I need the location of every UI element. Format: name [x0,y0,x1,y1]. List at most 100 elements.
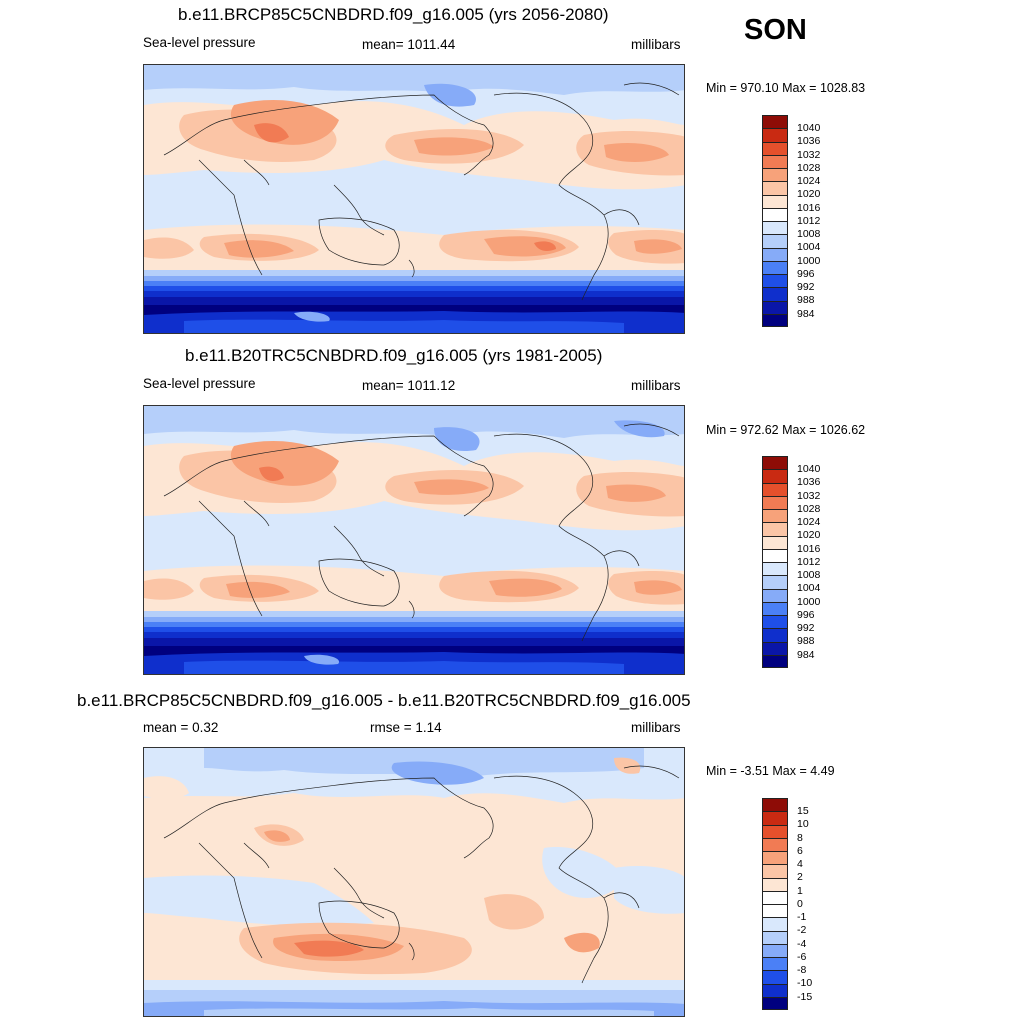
units-label: millibars [631,378,681,393]
colorbar-swatch [762,930,788,944]
colorbar-label: -4 [797,938,807,950]
colorbar-label: 992 [797,281,815,293]
panel-title: b.e11.B20TRC5CNBDRD.f09_g16.005 (yrs 198… [185,346,603,365]
colorbar-label: -2 [797,924,807,936]
colorbar-label: 1008 [797,228,821,240]
colorbar-swatch [762,654,788,668]
colorbar-label: 4 [797,858,803,870]
colorbar-label: 8 [797,832,803,844]
colorbar-swatch [762,287,788,301]
colorbar-swatch [762,811,788,825]
colorbar-label: 1020 [797,188,821,200]
map-sea-level-pressure-difference [143,747,685,1017]
colorbar-swatch [762,469,788,483]
colorbar-label: 1032 [797,490,821,502]
colorbar-swatch [762,194,788,208]
colorbar-label: -6 [797,951,807,963]
colorbar-label: -10 [797,977,813,989]
colorbar-label: -8 [797,964,807,976]
colorbar-swatch [762,247,788,261]
colorbar-swatch [762,641,788,655]
colorbar-swatch [762,615,788,629]
map-sea-level-pressure-historical [143,405,685,675]
units-label: millibars [631,720,681,735]
colorbar-label: 2 [797,871,803,883]
colorbar-label: 1012 [797,556,821,568]
colorbar-swatch [762,917,788,931]
colorbar-swatch [762,575,788,589]
map-sea-level-pressure-future [143,64,685,334]
colorbar-swatch [762,234,788,248]
colorbar-swatch [762,141,788,155]
colorbar-swatch [762,115,788,129]
colorbar-label: 1040 [797,463,821,475]
colorbar-label: 1008 [797,569,821,581]
colorbar-label: 0 [797,898,803,910]
mean-label: mean= 1011.12 [362,378,456,393]
colorbar-label: 996 [797,268,815,280]
colorbar-label: 984 [797,308,815,320]
variable-label: Sea-level pressure [143,376,256,391]
colorbar-label: 984 [797,649,815,661]
panel-title: b.e11.BRCP85C5CNBDRD.f09_g16.005 (yrs 20… [178,5,609,24]
colorbar-label: 1036 [797,476,821,488]
colorbar-label: 996 [797,609,815,621]
colorbar-label: 1024 [797,516,821,528]
colorbar-label: 1000 [797,596,821,608]
season-label: SON [744,14,807,46]
colorbar-swatch [762,495,788,509]
colorbar [762,798,788,1010]
colorbar-swatch [762,851,788,865]
colorbar-label: 15 [797,805,809,817]
colorbar-label: 992 [797,622,815,634]
colorbar-swatch [762,588,788,602]
colorbar-swatch [762,890,788,904]
colorbar-swatch [762,154,788,168]
colorbar-label: 1 [797,885,803,897]
colorbar-swatch [762,628,788,642]
colorbar [762,456,788,668]
colorbar-swatch [762,207,788,221]
colorbar-label: 1004 [797,582,821,594]
panel-title: b.e11.BRCP85C5CNBDRD.f09_g16.005 - b.e11… [77,691,691,710]
colorbar-swatch [762,562,788,576]
variable-label: Sea-level pressure [143,35,256,50]
colorbar-swatch [762,535,788,549]
colorbar-label: 1024 [797,175,821,187]
colorbar [762,115,788,327]
contour-map [144,65,684,333]
contour-map [144,748,684,1016]
colorbar-swatch [762,601,788,615]
colorbar-label: 1000 [797,255,821,267]
colorbar-label: 6 [797,845,803,857]
colorbar-label: 1032 [797,149,821,161]
colorbar-swatch [762,274,788,288]
colorbar-swatch [762,456,788,470]
colorbar-label: 1004 [797,241,821,253]
minmax-label: Min = 972.62 Max = 1026.62 [706,423,866,437]
colorbar-swatch [762,313,788,327]
colorbar-swatch [762,970,788,984]
colorbar-swatch [762,837,788,851]
colorbar-swatch [762,957,788,971]
rmse-label: rmse = 1.14 [370,720,442,735]
colorbar-swatch [762,548,788,562]
colorbar-label: 1020 [797,529,821,541]
colorbar-swatch [762,996,788,1010]
colorbar-swatch [762,128,788,142]
colorbar-swatch [762,983,788,997]
colorbar-label: 1016 [797,543,821,555]
colorbar-label: 10 [797,818,809,830]
minmax-label: Min = -3.51 Max = 4.49 [706,764,835,778]
colorbar-label: 1036 [797,135,821,147]
colorbar-swatch [762,877,788,891]
colorbar-swatch [762,522,788,536]
colorbar-swatch [762,260,788,274]
colorbar-swatch [762,482,788,496]
minmax-label: Min = 970.10 Max = 1028.83 [706,81,866,95]
colorbar-label: 1016 [797,202,821,214]
mean-label: mean = 0.32 [143,720,219,735]
colorbar-swatch [762,509,788,523]
units-label: millibars [631,37,681,52]
mean-label: mean= 1011.44 [362,37,456,52]
